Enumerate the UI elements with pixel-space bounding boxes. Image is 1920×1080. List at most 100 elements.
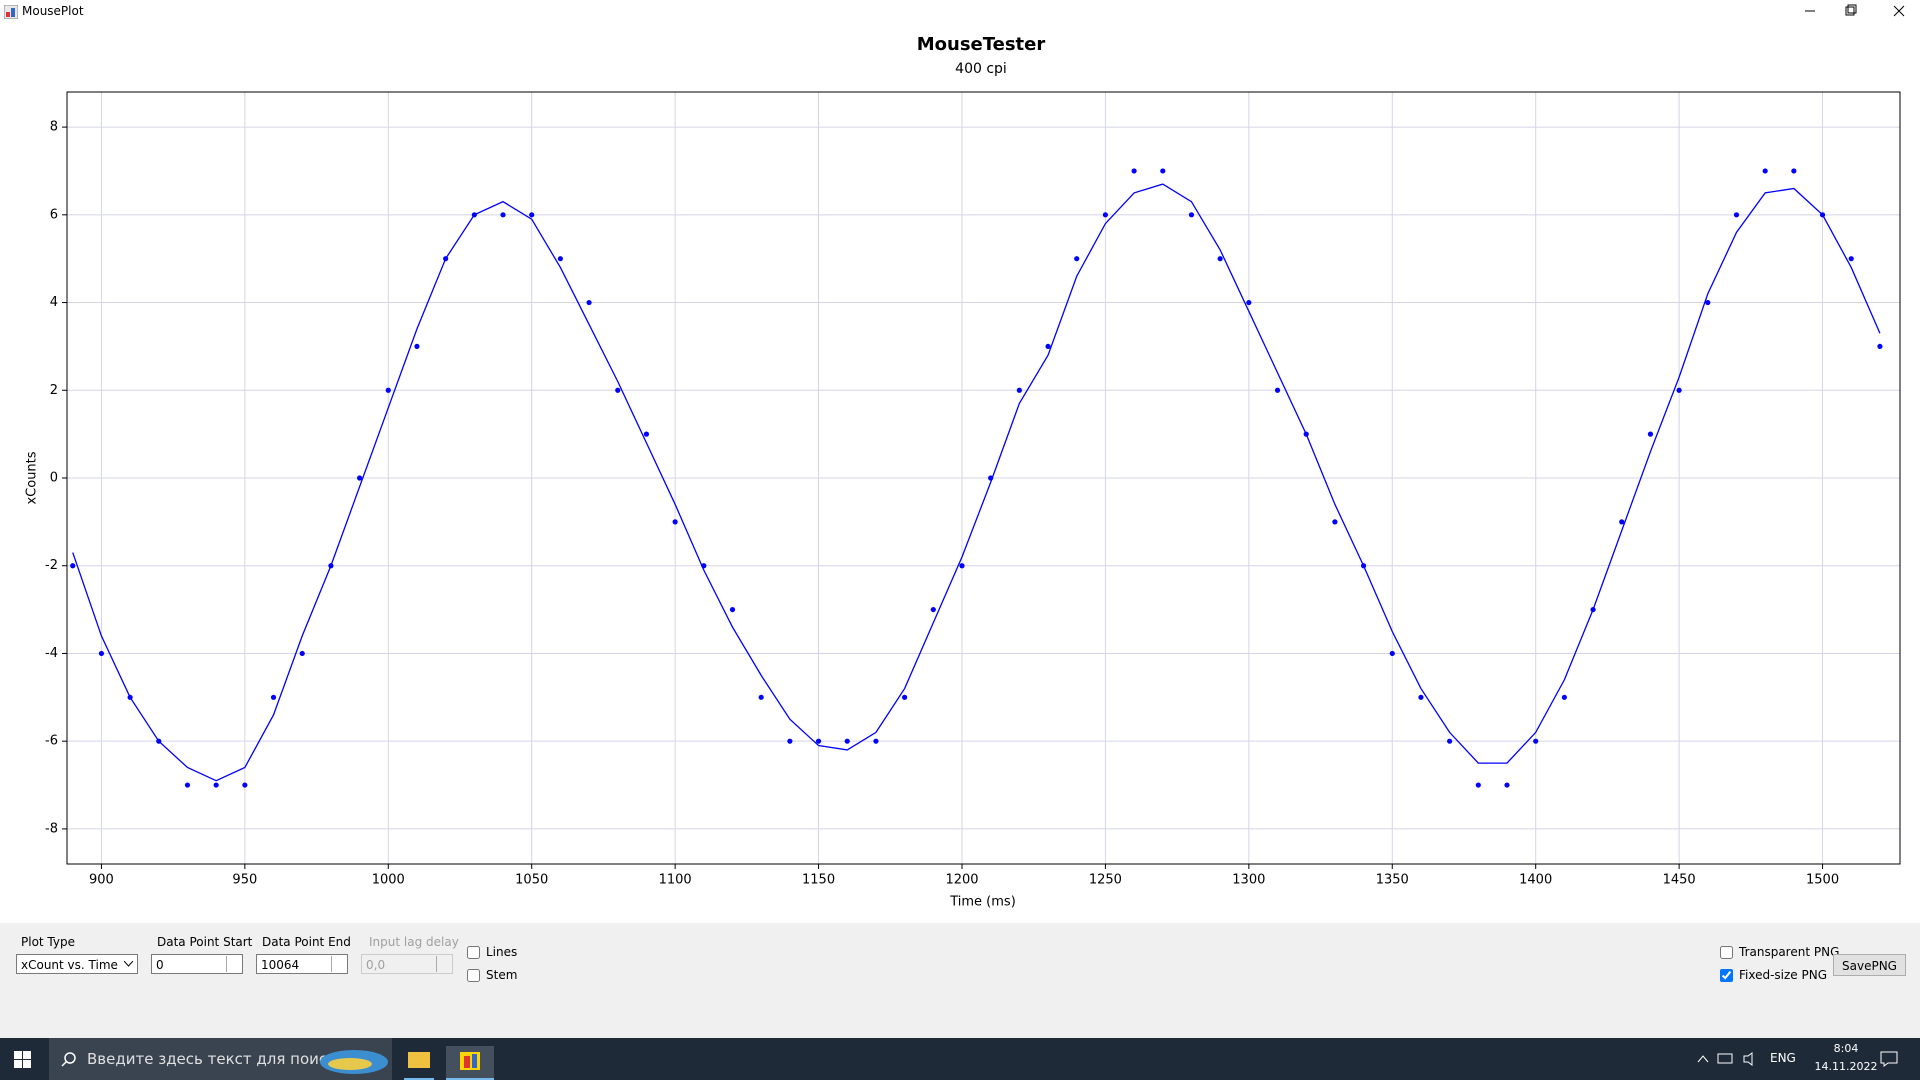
transparent-checkbox[interactable] — [1720, 946, 1733, 959]
data-point — [1304, 432, 1309, 437]
x-tick-label: 950 — [232, 873, 257, 888]
x-tick-label: 900 — [89, 873, 114, 888]
window-title: MousePlot — [22, 4, 84, 18]
clock-time[interactable]: 8:04 — [1806, 1042, 1886, 1055]
x-tick-label: 1450 — [1663, 873, 1696, 888]
search-icon — [61, 1051, 77, 1067]
data-point — [1390, 651, 1395, 656]
data-point — [615, 388, 620, 393]
data-point — [1877, 344, 1882, 349]
data-point — [1131, 168, 1136, 173]
y-tick-label: 2 — [50, 383, 58, 398]
data-point — [1103, 212, 1108, 217]
data-point — [1246, 300, 1251, 305]
lag-value: 0,0 — [366, 958, 385, 972]
data-point — [701, 563, 706, 568]
data-point — [1045, 344, 1050, 349]
chart: MouseTester 400 cpi Time (ms) xCounts 90… — [0, 24, 1920, 923]
end-value: 10064 — [261, 958, 299, 972]
data-point — [214, 782, 219, 787]
data-point — [1734, 212, 1739, 217]
data-point — [271, 695, 276, 700]
plot-type-select[interactable]: xCount vs. Time — [16, 954, 138, 974]
title-bar: MousePlot — [0, 0, 1920, 24]
data-point — [300, 651, 305, 656]
data-point — [644, 432, 649, 437]
data-point — [1017, 388, 1022, 393]
data-point — [931, 607, 936, 612]
fixed-size-checkbox[interactable] — [1720, 969, 1733, 982]
data-point — [1074, 256, 1079, 261]
data-point — [414, 344, 419, 349]
lines-option[interactable]: Lines — [467, 945, 517, 959]
y-tick-label: 6 — [50, 207, 58, 222]
chart-subtitle: 400 cpi — [955, 61, 1007, 77]
transparent-option[interactable]: Transparent PNG — [1720, 945, 1839, 959]
data-point — [1218, 256, 1223, 261]
lines-checkbox[interactable] — [467, 946, 480, 959]
data-point — [357, 475, 362, 480]
data-point — [1361, 563, 1366, 568]
taskbar: Введите здесь текст для поиска ENG 8:04 … — [0, 1038, 1920, 1080]
pinned-apps[interactable] — [404, 1046, 494, 1080]
x-tick-label: 1500 — [1806, 873, 1839, 888]
fixed-size-label: Fixed-size PNG — [1739, 968, 1827, 982]
plot-type-value: xCount vs. Time — [21, 958, 118, 972]
fixed-size-option[interactable]: Fixed-size PNG — [1720, 968, 1827, 982]
y-axis-label: xCounts — [25, 451, 40, 504]
data-point — [787, 739, 792, 744]
data-point — [99, 651, 104, 656]
start-value: 0 — [156, 958, 164, 972]
y-tick-label: 8 — [50, 120, 58, 135]
start-label: Data Point Start — [157, 935, 252, 949]
x-tick-label: 1300 — [1232, 873, 1265, 888]
lag-input: 0,0 — [361, 954, 453, 974]
y-tick-label: -8 — [45, 821, 58, 836]
data-point — [242, 782, 247, 787]
y-tick-label: 0 — [50, 471, 58, 486]
app-icon — [4, 5, 18, 19]
x-axis-label: Time (ms) — [949, 895, 1016, 910]
data-point — [185, 782, 190, 787]
data-point — [1332, 519, 1337, 524]
data-point — [1791, 168, 1796, 173]
data-point — [1619, 519, 1624, 524]
data-point — [873, 739, 878, 744]
data-point — [386, 388, 391, 393]
y-tick-label: -6 — [45, 734, 58, 749]
control-panel: Plot Type xCount vs. Time Data Point Sta… — [0, 923, 1920, 1038]
data-point — [1677, 388, 1682, 393]
data-point — [128, 695, 133, 700]
x-tick-label: 1200 — [945, 873, 978, 888]
chart-title: MouseTester — [917, 34, 1046, 55]
lines-label: Lines — [486, 945, 517, 959]
data-point — [1504, 782, 1509, 787]
data-point — [1763, 168, 1768, 173]
x-tick-label: 1150 — [802, 873, 835, 888]
stem-checkbox[interactable] — [467, 969, 480, 982]
search-box[interactable]: Введите здесь текст для поиска — [49, 1038, 392, 1080]
data-point — [500, 212, 505, 217]
dropdown-arrow — [124, 961, 133, 967]
start-button[interactable] — [14, 1051, 31, 1068]
notifications[interactable] — [1880, 1051, 1898, 1067]
search-highlight — [314, 1042, 389, 1076]
data-point — [1562, 695, 1567, 700]
start-input[interactable]: 0 — [151, 954, 243, 974]
data-point — [988, 475, 993, 480]
save-button[interactable]: SavePNG — [1833, 954, 1906, 976]
data-point — [759, 695, 764, 700]
data-point — [1447, 739, 1452, 744]
data-point — [1418, 695, 1423, 700]
end-label: Data Point End — [262, 935, 351, 949]
language[interactable]: ENG — [1770, 1051, 1796, 1065]
data-point — [328, 563, 333, 568]
tray-icons[interactable] — [1696, 1051, 1766, 1067]
window-buttons[interactable] — [1780, 0, 1920, 24]
y-tick-label: 4 — [50, 295, 58, 310]
data-point — [730, 607, 735, 612]
stem-option[interactable]: Stem — [467, 968, 517, 982]
stem-label: Stem — [486, 968, 517, 982]
end-input[interactable]: 10064 — [256, 954, 348, 974]
clock-date[interactable]: 14.11.2022 — [1806, 1060, 1886, 1073]
